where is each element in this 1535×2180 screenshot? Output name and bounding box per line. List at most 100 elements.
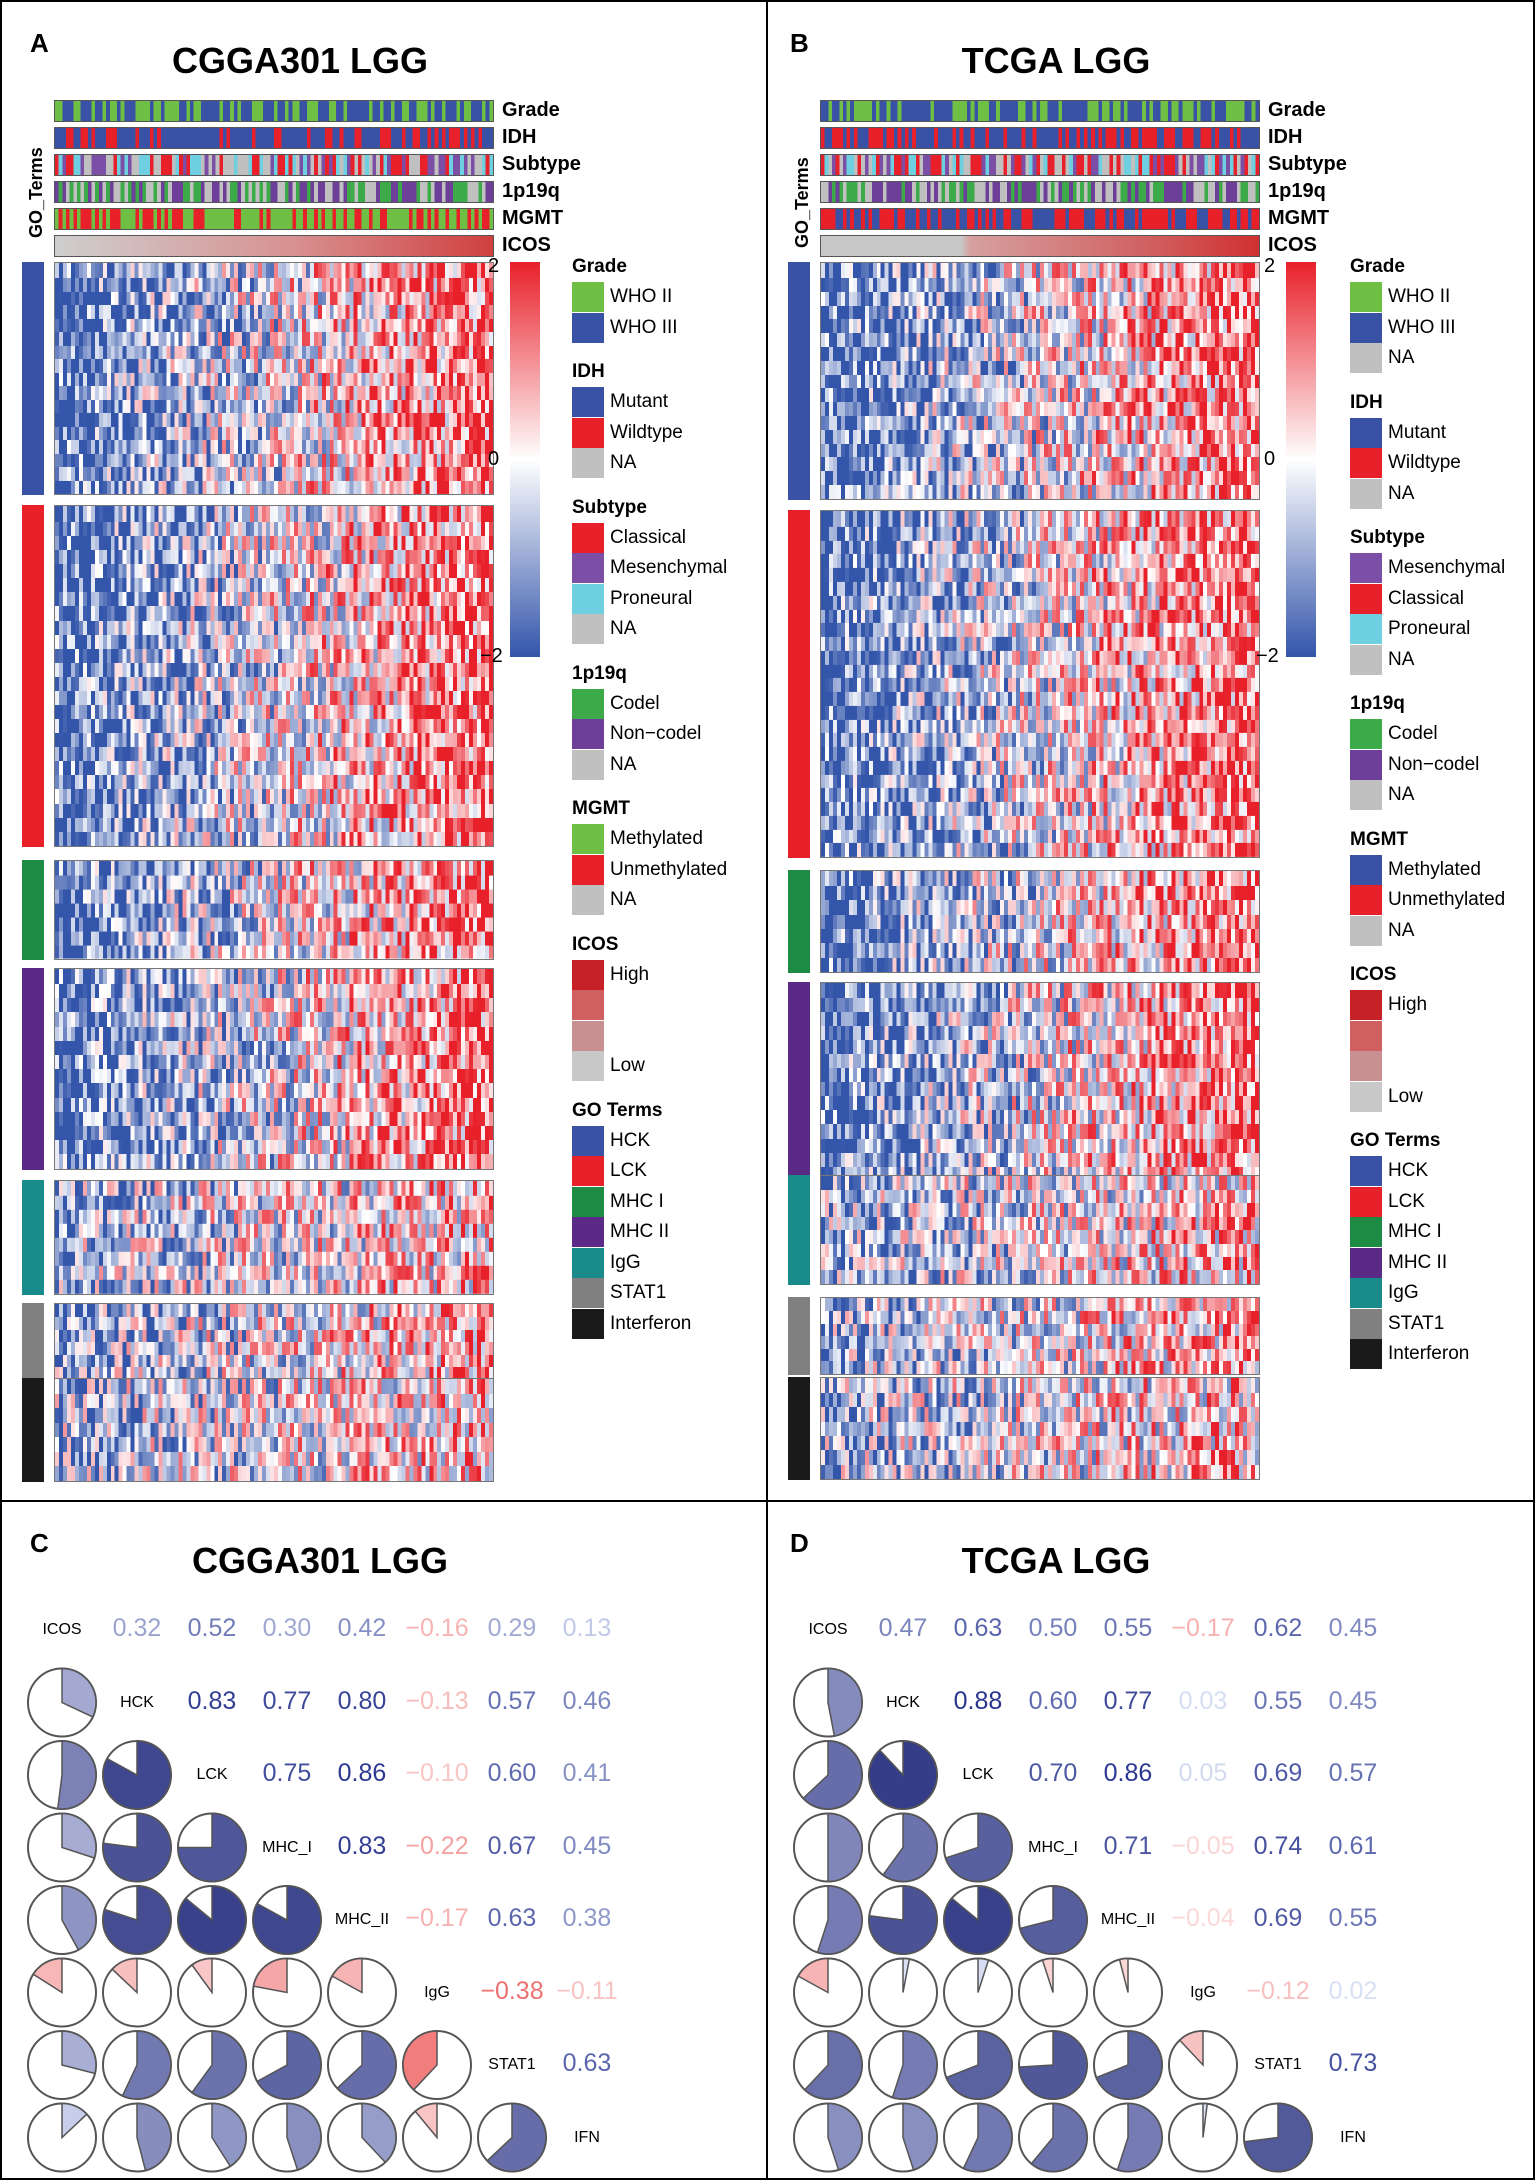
corr-pie-slice (102, 1885, 172, 1955)
legend-item-codel: Codel (1388, 723, 1438, 744)
corr-value: 0.55 (1328, 1904, 1378, 1932)
corr-var-label-hck: HCK (120, 1693, 154, 1711)
corr-pie (1243, 2102, 1313, 2173)
corr-value: 0.67 (487, 1831, 537, 1860)
legend-item-low: Low (610, 1055, 645, 1076)
corr-pie (868, 1957, 938, 2028)
go-strip-igg (788, 1175, 810, 1285)
heatmap-block-mhc-i (820, 870, 1260, 973)
legend-item-non-codel: Non−codel (610, 723, 702, 744)
legend-item-mesenchymal: Mesenchymal (610, 557, 728, 578)
legend-swatch (572, 1051, 604, 1081)
legend-item-classical: Classical (610, 526, 687, 548)
corr-pie-slice (61, 1667, 97, 1718)
corr-pie (1093, 2102, 1163, 2173)
go-strip-mhc-i (22, 860, 44, 960)
annotation-bar-icos (820, 235, 1260, 257)
corr-var-label-mhc-ii: MHC_II (334, 1911, 390, 1928)
corr-pie (27, 2030, 97, 2100)
corr-value: 0.57 (1328, 1759, 1378, 1787)
annotation-label-mgmt: MGMT (502, 207, 564, 229)
corr-pie (943, 1885, 1013, 1955)
corr-pie (477, 2102, 547, 2173)
corr-pie (943, 1957, 1013, 2028)
legend-title-icos: ICOS (1350, 964, 1397, 985)
corr-pie-slice (1019, 1885, 1088, 1955)
corr-pie-slice (827, 1667, 863, 1737)
corr-value: 0.05 (1178, 1759, 1228, 1787)
corr-pie-slice (1118, 1957, 1129, 1993)
corr-pie-slice (402, 2030, 438, 2091)
legend-title-grade: Grade (572, 256, 627, 277)
annotation-label-idh: IDH (1268, 126, 1303, 148)
corr-pie (252, 2030, 322, 2100)
correlogram-c-svg (27, 1667, 547, 2173)
corr-pie (327, 1957, 397, 2028)
legend-item-na: NA (1388, 482, 1415, 504)
legend-swatch (1350, 583, 1382, 614)
corr-pie-slice (827, 2102, 863, 2171)
panel-b-letter: B (790, 28, 809, 58)
legend-swatch (572, 522, 604, 553)
corr-value: −0.13 (405, 1686, 469, 1715)
corr-pie-slice (902, 1957, 911, 1993)
corr-pie-slice (891, 2030, 938, 2100)
corr-value: 0.60 (487, 1759, 537, 1787)
corr-pie (27, 1740, 97, 1810)
corr-pie-slice (61, 1885, 97, 1951)
corr-pie (1093, 1957, 1163, 2028)
legend-item-mhc-ii: MHC II (610, 1221, 670, 1242)
panel-a-letter: A (30, 28, 49, 58)
corr-pie-slice (61, 2030, 97, 2075)
corr-pie (177, 1885, 247, 1955)
legend-swatch (1350, 1186, 1382, 1217)
legend-swatch (1350, 885, 1382, 915)
legend-item-who-ii: WHO II (1388, 286, 1451, 307)
heatmap-block-stat1 (54, 1303, 494, 1381)
corr-pie-slice (252, 1957, 288, 1994)
corr-value: 0.55 (1253, 1686, 1303, 1715)
legend-item-classical: Classical (1388, 587, 1465, 609)
corr-pie (1093, 2030, 1163, 2100)
legend-swatch (572, 1125, 604, 1156)
legend-item-hck: HCK (1388, 1160, 1429, 1181)
legend-item-who-iii: WHO III (610, 316, 678, 338)
legend-swatch (1350, 343, 1382, 373)
legend-swatch (572, 824, 604, 854)
color-scale-tick-max: 2 (1264, 255, 1276, 277)
corr-value: −0.04 (1171, 1904, 1235, 1932)
legend-item-na: NA (610, 753, 637, 775)
annotation-bar-idh (820, 127, 1260, 149)
legend-item-mhc-i: MHC I (610, 1190, 664, 1212)
corr-value: 0.70 (1028, 1759, 1078, 1787)
legend-swatch (572, 614, 604, 644)
corr-value: −0.17 (1171, 1614, 1235, 1642)
corr-value: −0.12 (1246, 1976, 1310, 2005)
legend-swatch (572, 885, 604, 915)
corr-pie-slice (190, 2030, 247, 2100)
go-terms-axis-label: GO_Terms (792, 157, 812, 248)
legend-swatch (1350, 749, 1382, 780)
legend-swatch (572, 1278, 604, 1308)
legend-item-na: NA (610, 889, 637, 910)
go-strip-mhc-ii (22, 968, 44, 1170)
go-strip-interferon (22, 1378, 44, 1482)
corr-pie-slice (827, 1812, 863, 1883)
corr-value: 0.03 (1178, 1686, 1228, 1715)
legend-swatch (1350, 1081, 1382, 1112)
legend-item-na: NA (610, 618, 637, 639)
legend-swatch (1350, 282, 1382, 312)
corr-pie-slice (56, 1740, 97, 1810)
corr-pie-slice (803, 2030, 863, 2100)
corr-var-label-ifn: IFN (1340, 2128, 1366, 2146)
legend-swatch (1350, 644, 1382, 675)
legend-swatch (1350, 417, 1382, 448)
legend-swatch (572, 312, 604, 343)
corr-pie (793, 2030, 863, 2100)
legend-item-high: High (1388, 994, 1428, 1015)
annotation-bar-mgmt (54, 208, 494, 230)
legend-swatch (572, 749, 604, 780)
corr-pie (868, 1740, 938, 1810)
corr-value: 0.30 (262, 1614, 312, 1642)
panel-b-title: TCGA LGG (961, 40, 1151, 81)
